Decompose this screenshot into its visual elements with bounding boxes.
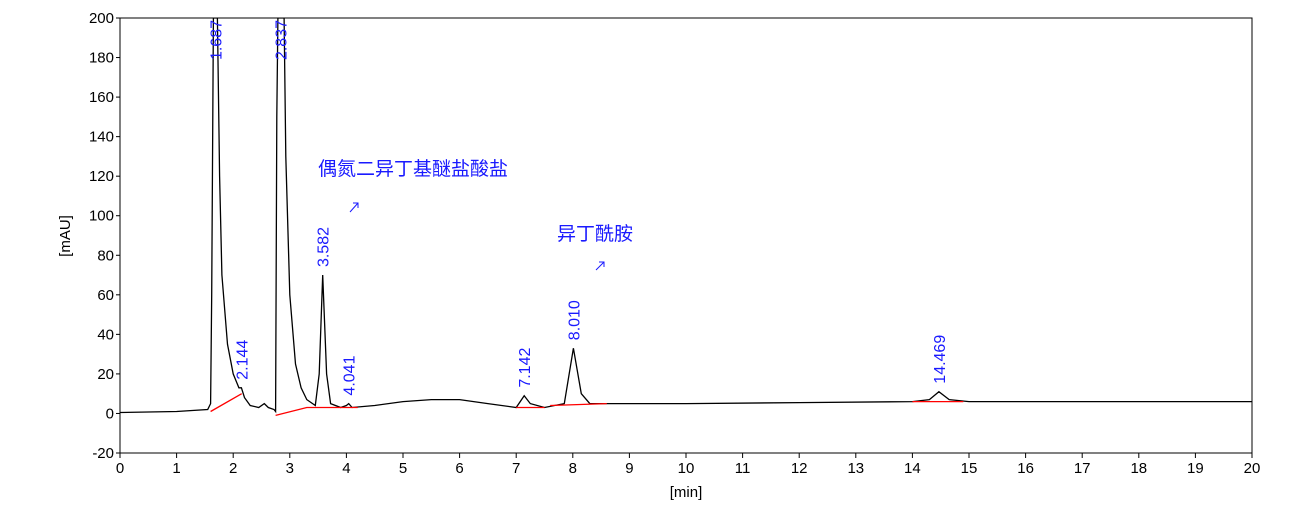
x-tick-label: 4 <box>342 460 350 477</box>
x-tick-label: 0 <box>116 460 124 477</box>
y-tick-label: 40 <box>97 326 114 343</box>
x-tick-label: 16 <box>1017 460 1034 477</box>
x-tick-label: 7 <box>512 460 520 477</box>
x-tick-label: 9 <box>625 460 633 477</box>
x-tick-label: 10 <box>678 460 695 477</box>
x-tick-label: 19 <box>1187 460 1204 477</box>
y-tick-label: 180 <box>89 50 114 67</box>
x-tick-label: 18 <box>1130 460 1147 477</box>
trace <box>210 393 964 417</box>
x-tick-label: 8 <box>569 460 577 477</box>
x-tick-label: 6 <box>455 460 463 477</box>
x-tick-label: 15 <box>961 460 978 477</box>
x-tick-label: 20 <box>1244 460 1261 477</box>
peak-label: 4.041 <box>342 355 359 395</box>
x-tick-label: 1 <box>172 460 180 477</box>
peak-label: 14.469 <box>932 335 949 384</box>
peak-label: 2.144 <box>234 340 251 380</box>
peak-label: 3.582 <box>316 227 333 267</box>
y-axis-label: [mAU] <box>57 215 74 257</box>
x-axis-label: [min] <box>670 484 703 501</box>
annotation: 偶氮二异丁基醚盐酸盐 <box>318 158 508 180</box>
arrow <box>595 261 605 271</box>
peak-label: 2.837 <box>274 20 291 60</box>
peak-label: 1.687 <box>208 20 225 60</box>
y-tick-label: 140 <box>89 129 114 146</box>
y-tick-label: 80 <box>97 247 114 264</box>
y-tick-label: 20 <box>97 366 114 383</box>
plot-area <box>120 18 1252 417</box>
y-tick-label: 0 <box>106 405 114 422</box>
y-tick-label: 160 <box>89 89 114 106</box>
trace <box>120 18 1252 414</box>
y-tick-label: -20 <box>92 445 114 462</box>
y-tick-label: 100 <box>89 208 114 225</box>
x-tick-label: 11 <box>735 460 751 477</box>
x-tick-label: 13 <box>847 460 864 477</box>
x-tick-label: 5 <box>399 460 407 477</box>
x-tick-label: 2 <box>229 460 237 477</box>
x-tick-label: 12 <box>791 460 808 477</box>
x-tick-label: 17 <box>1074 460 1091 477</box>
y-tick-label: 60 <box>97 287 114 304</box>
x-tick-label: 14 <box>904 460 921 477</box>
y-tick-label: 120 <box>89 168 114 185</box>
arrow <box>349 202 359 213</box>
annotation: 异丁酰胺 <box>557 223 633 245</box>
y-tick-label: 200 <box>89 10 114 27</box>
peak-label: 7.142 <box>517 348 534 388</box>
plot-frame <box>119 17 1253 454</box>
peak-label: 8.010 <box>566 300 583 340</box>
x-tick-label: 3 <box>286 460 294 477</box>
